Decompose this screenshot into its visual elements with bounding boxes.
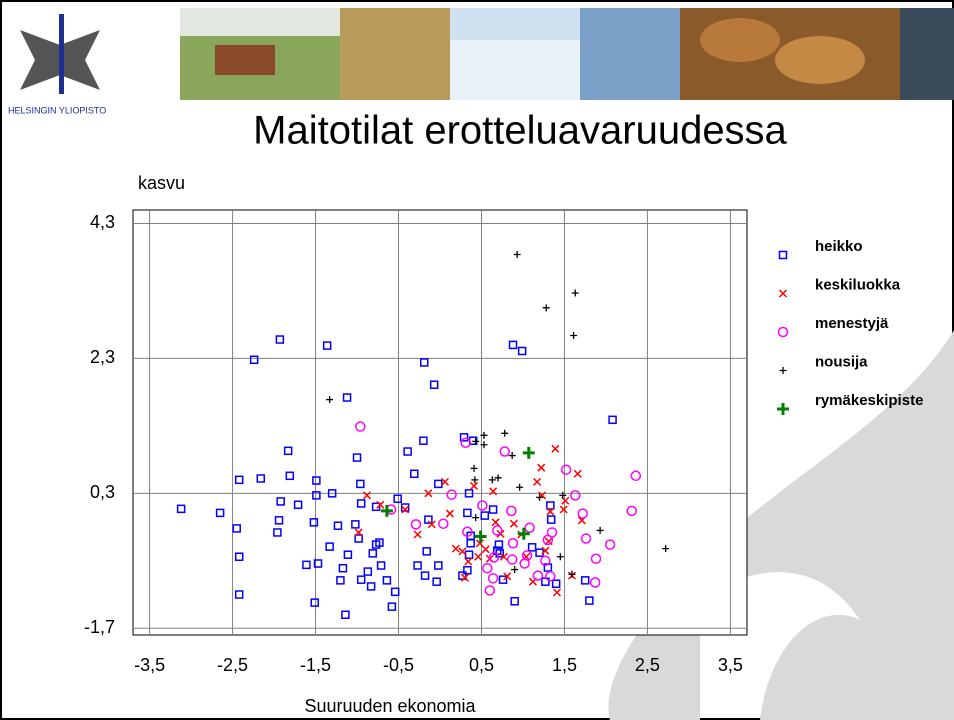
plot-frame <box>133 210 747 635</box>
legend-label: nousija <box>815 353 868 370</box>
slide-title: Maitotilat erotteluavaruudessa <box>253 109 787 153</box>
legend-label: menestyjä <box>815 315 889 332</box>
marker-shape <box>779 328 788 337</box>
x-tick-label: 0,5 <box>469 655 494 675</box>
x-tick-label: 3,5 <box>718 655 743 675</box>
x-tick-label: -0,5 <box>383 655 414 675</box>
y-tick-label: 4,3 <box>90 212 115 232</box>
legend-marker <box>780 290 787 297</box>
banner <box>180 8 954 100</box>
marker-shape <box>780 252 787 259</box>
legend-marker <box>780 367 787 374</box>
legend-label: rymäkeskipiste <box>815 392 923 409</box>
marker-shape <box>777 403 789 415</box>
legend-marker <box>780 252 787 259</box>
x-tick-label: -3,5 <box>134 655 165 675</box>
slide: HELSINGIN YLIOPISTO Maitotilat erottelua… <box>0 0 954 720</box>
x-tick-label: -1,5 <box>300 655 331 675</box>
x-axis-label: Suuruuden ekonomia <box>304 696 476 716</box>
legend-label: heikko <box>815 238 863 255</box>
y-tick-label: 0,3 <box>90 482 115 502</box>
legend-label: keskiluokka <box>815 276 901 293</box>
y-axis-label: kasvu <box>138 173 185 193</box>
legend-marker <box>779 328 788 337</box>
x-tick-label: -2,5 <box>217 655 248 675</box>
logo <box>20 14 100 94</box>
y-tick-label: -1,7 <box>84 617 115 637</box>
chart: HELSINGIN YLIOPISTO Maitotilat erottelua… <box>0 0 954 720</box>
x-tick-label: 1,5 <box>552 655 577 675</box>
marker-shape <box>780 290 787 297</box>
legend-marker <box>777 403 789 415</box>
marker-shape <box>780 367 787 374</box>
logo-text: HELSINGIN YLIOPISTO <box>8 105 106 115</box>
x-tick-label: 2,5 <box>635 655 660 675</box>
y-tick-label: 2,3 <box>90 347 115 367</box>
